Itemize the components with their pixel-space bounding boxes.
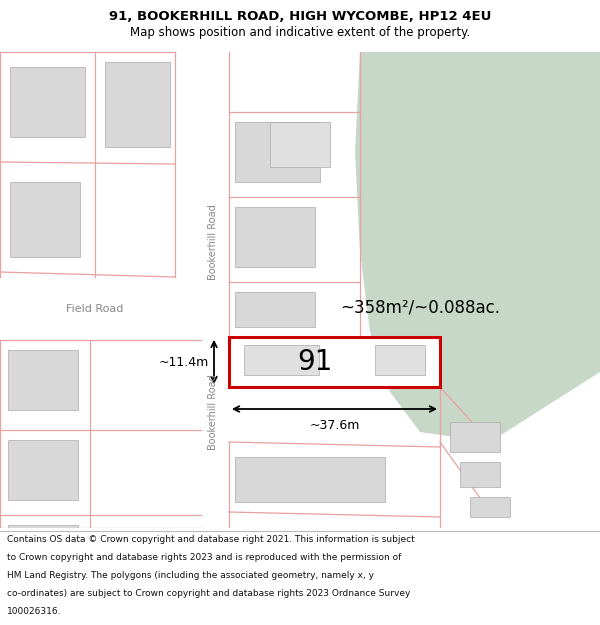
Text: 91, BOOKERHILL ROAD, HIGH WYCOMBE, HP12 4EU: 91, BOOKERHILL ROAD, HIGH WYCOMBE, HP12 …: [109, 11, 491, 23]
Bar: [105, 62, 170, 147]
Bar: [375, 345, 425, 375]
Polygon shape: [0, 287, 201, 340]
Text: Bookerhill Road: Bookerhill Road: [208, 374, 218, 450]
Bar: [470, 497, 510, 517]
Bar: [235, 122, 320, 182]
Bar: [460, 462, 500, 487]
Text: co-ordinates) are subject to Crown copyright and database rights 2023 Ordnance S: co-ordinates) are subject to Crown copyr…: [7, 589, 410, 598]
Text: Map shows position and indicative extent of the property.: Map shows position and indicative extent…: [130, 26, 470, 39]
Text: Bookerhill Road: Bookerhill Road: [208, 204, 218, 280]
Text: ~37.6m: ~37.6m: [310, 419, 359, 432]
Bar: [235, 457, 385, 502]
Bar: [450, 422, 500, 452]
Text: 100026316.: 100026316.: [7, 607, 62, 616]
Text: HM Land Registry. The polygons (including the associated geometry, namely x, y: HM Land Registry. The polygons (includin…: [7, 571, 374, 579]
Bar: [244, 345, 319, 375]
Bar: [270, 122, 330, 167]
Bar: [201, 52, 229, 528]
Text: to Crown copyright and database rights 2023 and is reproduced with the permissio: to Crown copyright and database rights 2…: [7, 552, 401, 562]
Bar: [8, 350, 78, 410]
Text: ~358m²/~0.088ac.: ~358m²/~0.088ac.: [340, 299, 500, 317]
Bar: [235, 292, 315, 327]
Text: Field Road: Field Road: [67, 304, 124, 314]
Polygon shape: [355, 52, 600, 442]
Bar: [10, 67, 85, 137]
Text: ~11.4m: ~11.4m: [159, 356, 209, 369]
Text: Contains OS data © Crown copyright and database right 2021. This information is : Contains OS data © Crown copyright and d…: [7, 535, 415, 544]
Bar: [235, 207, 315, 267]
Bar: [10, 182, 80, 257]
Bar: [8, 440, 78, 500]
Text: 91: 91: [297, 348, 332, 376]
Bar: [8, 525, 78, 585]
FancyBboxPatch shape: [229, 337, 440, 387]
